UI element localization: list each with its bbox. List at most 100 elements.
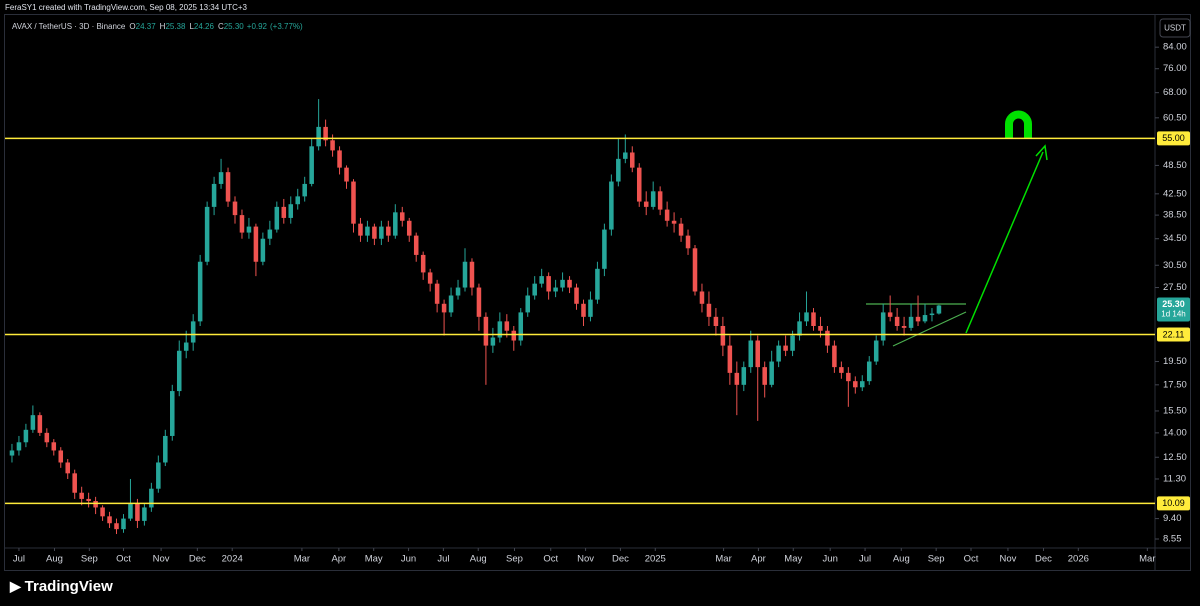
candle-body: [379, 226, 384, 239]
y-tick-label: 38.50: [1163, 210, 1187, 221]
x-tick-label: May: [784, 554, 802, 565]
brand: TradingView: [25, 578, 113, 595]
candle-body: [351, 181, 356, 224]
level-label-box: [1157, 327, 1190, 342]
candle-body: [595, 268, 600, 300]
level-label: 22.11: [1163, 329, 1185, 339]
x-tick-label: Nov: [577, 554, 594, 565]
drawings: [866, 110, 1048, 347]
candle-body: [860, 381, 865, 388]
candle-body: [901, 325, 907, 328]
x-tick-label: Nov: [153, 554, 170, 565]
candle-body: [197, 261, 203, 322]
x-tick-label: Sep: [928, 554, 945, 565]
x-tick-label: Mar: [1139, 554, 1155, 565]
candle-body: [790, 335, 795, 351]
candle-body: [23, 429, 29, 443]
y-tick-label: 11.30: [1163, 473, 1186, 484]
candle-body: [699, 291, 705, 304]
candle-body: [204, 206, 210, 262]
candle-body: [776, 345, 781, 362]
candle-body: [678, 223, 684, 236]
candle-body: [734, 372, 740, 385]
candle-body: [755, 340, 760, 368]
chart-frame: [4, 14, 1191, 571]
candle-body: [525, 295, 530, 313]
x-tick-label: Aug: [470, 554, 487, 565]
candle-body: [818, 325, 823, 331]
candle-body: [330, 140, 335, 151]
x-tick-label: Aug: [893, 554, 910, 565]
candle-body: [274, 206, 280, 230]
level-label-box: [1157, 496, 1190, 511]
attribution: FeraSY1 created with TradingView.com, Se…: [5, 3, 248, 12]
candle-body: [741, 367, 747, 385]
candle-body: [79, 492, 84, 499]
candle-body: [650, 191, 656, 207]
y-tick-label: 17.50: [1163, 379, 1187, 390]
candle-body: [783, 345, 788, 351]
currency-button[interactable]: [1159, 18, 1191, 38]
candle-body: [37, 415, 43, 433]
candle-body: [344, 167, 349, 182]
candle-body: [211, 183, 217, 207]
x-tick-label: Oct: [543, 554, 558, 565]
candle-body: [100, 507, 105, 517]
quote-item: 24.26: [194, 22, 215, 31]
candle-body: [128, 503, 133, 519]
x-tick-label: May: [365, 554, 383, 565]
candle-body: [762, 367, 767, 385]
candle-body: [713, 316, 719, 326]
candle-body: [9, 450, 15, 456]
candle-body: [246, 226, 252, 233]
symbol: AVAX / TetherUS · 3D · Binance: [12, 22, 126, 31]
candle-body: [887, 312, 893, 317]
y-tick-label: 12.50: [1163, 452, 1187, 463]
candle-body: [574, 287, 579, 304]
candle-body: [797, 321, 802, 336]
x-tick-label: 2026: [1068, 554, 1089, 565]
candle-body: [323, 126, 328, 141]
candle-body: [114, 523, 119, 530]
candle-body: [671, 220, 677, 224]
candle-body: [873, 340, 879, 362]
y-tick-label: 14.00: [1163, 427, 1187, 438]
candle-body: [260, 238, 266, 262]
candle-body: [567, 279, 572, 288]
candle-body: [365, 226, 370, 236]
candle-body: [93, 501, 98, 508]
x-tick-label: Nov: [999, 554, 1016, 565]
candle-body: [553, 287, 558, 292]
candle-body: [163, 435, 168, 463]
candle-body: [302, 183, 307, 197]
candle-body: [546, 276, 551, 292]
candle-body: [936, 305, 942, 314]
candle-body: [239, 215, 245, 233]
candle-body: [455, 287, 461, 296]
candle-body: [372, 226, 377, 239]
candle-body: [511, 330, 517, 341]
candle-body: [358, 223, 363, 236]
candle-body: [44, 432, 50, 443]
x-tick-label: Apr: [331, 554, 346, 565]
x-tick-label: Oct: [964, 554, 979, 565]
y-tick-label: 68.00: [1163, 87, 1187, 98]
candle-body: [846, 372, 851, 382]
candle-body: [469, 261, 475, 288]
candle-body: [183, 342, 189, 351]
candle-body: [839, 367, 844, 373]
quote-item: 24.37: [136, 22, 157, 31]
candle-body: [420, 254, 426, 273]
candle-body: [532, 283, 537, 296]
x-tick-label: Jul: [437, 554, 449, 565]
x-tick-label: Dec: [1035, 554, 1052, 565]
candle-body: [692, 248, 698, 292]
candle-body: [616, 158, 621, 182]
candle-body: [393, 212, 398, 236]
candle-body: [504, 321, 510, 331]
candle-body: [190, 321, 196, 343]
candle-body: [476, 287, 482, 317]
magnet-icon: [1005, 110, 1032, 138]
candle-body: [636, 167, 642, 202]
